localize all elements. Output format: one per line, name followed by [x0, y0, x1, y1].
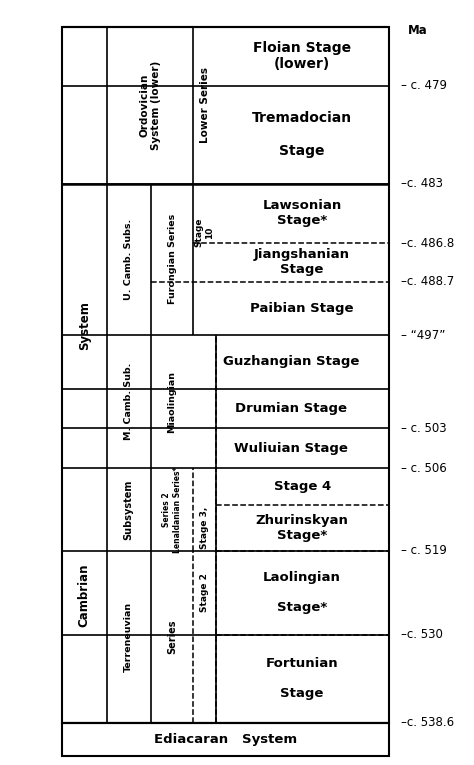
Text: Series: Series	[167, 620, 177, 654]
Text: Lawsonian
Stage*: Lawsonian Stage*	[263, 200, 342, 227]
Text: Paibian Stage: Paibian Stage	[250, 302, 354, 314]
Text: Subsystem: Subsystem	[124, 480, 134, 539]
Text: Miaolingian: Miaolingian	[168, 370, 176, 433]
Text: M. Camb. Sub.: M. Camb. Sub.	[124, 363, 133, 441]
Text: –c. 488.7: –c. 488.7	[401, 275, 454, 288]
Text: Terreneuvian: Terreneuvian	[124, 602, 133, 672]
Text: –c. 538.6: –c. 538.6	[401, 717, 454, 729]
Text: –c. 530: –c. 530	[401, 629, 442, 641]
Text: – c. 506: – c. 506	[401, 462, 447, 474]
Text: Floian Stage
(lower): Floian Stage (lower)	[253, 41, 351, 71]
Text: – c. 503: – c. 503	[401, 422, 446, 435]
Text: Ediacaran   System: Ediacaran System	[154, 734, 297, 746]
Text: Stage 2: Stage 2	[200, 574, 209, 612]
Text: Wuliuian Stage: Wuliuian Stage	[234, 442, 348, 454]
Text: Ma: Ma	[408, 24, 428, 37]
Text: Furongian Series: Furongian Series	[168, 214, 176, 304]
Text: Tremadocian

Stage: Tremadocian Stage	[252, 112, 352, 158]
Text: Lower Series: Lower Series	[200, 67, 210, 143]
Text: Laolingian

Stage*: Laolingian Stage*	[263, 571, 341, 614]
Bar	[62, 723, 389, 756]
Text: Stage
10: Stage 10	[195, 218, 214, 247]
Text: Jiangshanian
Stage: Jiangshanian Stage	[254, 249, 350, 276]
Text: U. Camb. Subs.: U. Camb. Subs.	[124, 219, 133, 300]
Text: – c. 479: – c. 479	[401, 80, 447, 92]
Text: – “497”: – “497”	[401, 329, 445, 341]
Text: Series 2
Lenaldanian Series*: Series 2 Lenaldanian Series*	[163, 467, 182, 552]
Text: Stage 4: Stage 4	[273, 480, 331, 493]
Text: –c. 486.8: –c. 486.8	[401, 237, 454, 249]
Text: – c. 519: – c. 519	[401, 545, 447, 557]
Bar	[62, 27, 389, 723]
Text: Ordovician
System (lower): Ordovician System (lower)	[139, 60, 161, 150]
Text: Guzhangian Stage: Guzhangian Stage	[223, 356, 359, 368]
Text: –c. 483: –c. 483	[401, 177, 443, 190]
Text: Fortunian

Stage: Fortunian Stage	[266, 657, 338, 701]
Text: Stage 3,: Stage 3,	[200, 506, 209, 549]
Text: Zhurinskyan
Stage*: Zhurinskyan Stage*	[256, 514, 348, 542]
Text: System: System	[78, 301, 91, 350]
Text: Drumian Stage: Drumian Stage	[235, 402, 347, 415]
Text: Cambrian: Cambrian	[78, 564, 91, 627]
